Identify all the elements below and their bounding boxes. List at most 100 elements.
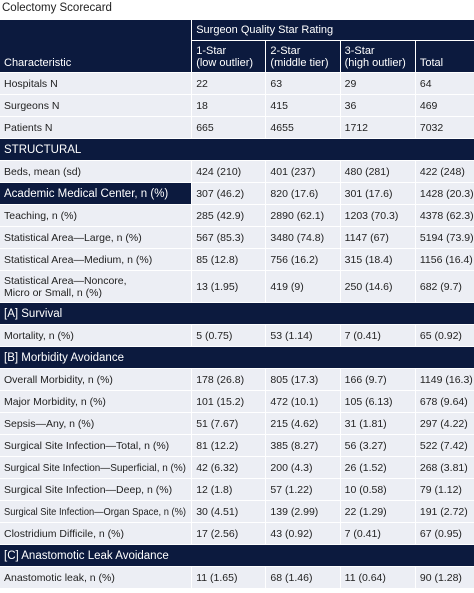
cell: 4655 — [266, 117, 340, 138]
cell: 307 (46.2) — [192, 183, 266, 204]
section-header: [A] Survival — [0, 303, 474, 324]
section-header: [B] Morbidity Avoidance — [0, 347, 474, 368]
column-name: 1-Star — [196, 45, 227, 57]
cell: 424 (210) — [192, 161, 266, 182]
cell: 42 (6.32) — [192, 457, 266, 478]
scorecard-table: Characteristic Surgeon Quality Star Ratin… — [0, 19, 474, 589]
column-name: 2-Star — [270, 45, 301, 57]
cell: 57 (1.22) — [266, 479, 340, 500]
row-label: Surgical Site Infection—Organ Space, n (… — [0, 501, 192, 522]
cell: 7032 — [415, 117, 474, 138]
cell: 1428 (20.3) — [415, 183, 474, 204]
cell: 12 (1.8) — [192, 479, 266, 500]
cell: 13 (1.95) — [192, 271, 266, 302]
row-label: Patients N — [0, 117, 192, 138]
cell: 22 — [192, 73, 266, 94]
cell: 105 (6.13) — [340, 391, 415, 412]
cell: 522 (7.42) — [415, 435, 474, 456]
cell: 11 (0.64) — [340, 567, 415, 588]
title: Colectomy Scorecard — [2, 2, 112, 14]
cell: 81 (12.2) — [192, 435, 266, 456]
table-body: Characteristic Surgeon Quality Star Ratin… — [0, 20, 474, 588]
section-row: STRUCTURAL — [0, 139, 474, 160]
cell: 678 (9.64) — [415, 391, 474, 412]
row-label-line: Statistical Area—Noncore, — [4, 274, 127, 287]
row-label: Statistical Area—Large, n (%) — [0, 227, 192, 248]
cell: 301 (17.6) — [340, 183, 415, 204]
section-header: STRUCTURAL — [0, 139, 474, 160]
cell: 1203 (70.3) — [340, 205, 415, 226]
data-row: Surgeons N 18 415 36 469 — [0, 95, 474, 116]
cell: 139 (2.99) — [266, 501, 340, 522]
data-row: Statistical Area—Medium, n (%) 85 (12.8) 7… — [0, 249, 474, 270]
row-label-text: Hospitals N — [4, 77, 58, 90]
section-row: [C] Anastomotic Leak Avoidance — [0, 545, 474, 566]
row-label-text: Statistical Area—Medium, n (%) — [4, 253, 153, 266]
cell: 191 (2.72) — [415, 501, 474, 522]
cell: 7 (0.41) — [340, 325, 415, 346]
cell: 215 (4.62) — [266, 413, 340, 434]
cell: 63 — [266, 73, 340, 94]
cell: 43 (0.92) — [266, 523, 340, 544]
data-row: Surgical Site Infection—Deep, n (%) 12 (1… — [0, 479, 474, 500]
row-label-text: Academic Medical Center, n (%) — [4, 187, 169, 200]
cell: 31 (1.81) — [340, 413, 415, 434]
cell: 11 (1.65) — [192, 567, 266, 588]
row-label: Surgical Site Infection—Deep, n (%) — [0, 479, 192, 500]
section-row: [A] Survival — [0, 303, 474, 324]
data-row: Surgical Site Infection—Organ Space, n (… — [0, 501, 474, 522]
data-row: Mortality, n (%) 5 (0.75) 53 (1.14) 7 (0.41… — [0, 325, 474, 346]
cell: 4378 (62.3) — [415, 205, 474, 226]
data-row: Clostridium Difficile, n (%) 17 (2.56) 43 … — [0, 523, 474, 544]
row-label-text: Surgical Site Infection—Organ Space, n (… — [4, 505, 186, 518]
data-row: Statistical Area—Large, n (%) 567 (85.3) 3… — [0, 227, 474, 248]
column-note: (low outlier) — [196, 57, 254, 69]
data-row: Sepsis—Any, n (%) 51 (7.67) 215 (4.62) 31 (… — [0, 413, 474, 434]
row-label-text: Clostridium Difficile, n (%) — [4, 527, 124, 540]
column-header: Total — [415, 41, 474, 72]
row-label: Major Morbidity, n (%) — [0, 391, 192, 412]
cell: 297 (4.22) — [415, 413, 474, 434]
cell: 10 (0.58) — [340, 479, 415, 500]
cell: 419 (9) — [266, 271, 340, 302]
cell: 422 (248) — [415, 161, 474, 182]
cell: 3480 (74.8) — [266, 227, 340, 248]
data-row: Major Morbidity, n (%) 101 (15.2) 472 (10.… — [0, 391, 474, 412]
row-label-text: Surgical Site Infection—Deep, n (%) — [4, 483, 173, 496]
table-wrap: Characteristic Surgeon Quality Star Ratin… — [0, 19, 474, 589]
cell: 17 (2.56) — [192, 523, 266, 544]
row-label-text: Surgical Site Infection—Total, n (%) — [4, 439, 170, 452]
cell: 285 (42.9) — [192, 205, 266, 226]
cell: 268 (3.81) — [415, 457, 474, 478]
cell: 480 (281) — [340, 161, 415, 182]
cell: 315 (18.4) — [340, 249, 415, 270]
column-note: (middle tier) — [270, 57, 329, 69]
cell: 401 (237) — [266, 161, 340, 182]
cell: 469 — [415, 95, 474, 116]
group-header: Surgeon Quality Star Rating — [192, 20, 474, 40]
cell: 18 — [192, 95, 266, 116]
cell: 67 (0.95) — [415, 523, 474, 544]
row-label: Beds, mean (sd) — [0, 161, 192, 182]
cell: 51 (7.67) — [192, 413, 266, 434]
cell: 29 — [340, 73, 415, 94]
cell: 805 (17.3) — [266, 369, 340, 390]
header-cell: Characteristic — [0, 20, 192, 72]
column-header: 3-Star (high outlier) — [340, 41, 415, 72]
cell: 682 (9.7) — [415, 271, 474, 302]
header-row: Characteristic Surgeon Quality Star Ratin… — [0, 20, 474, 72]
cell: 36 — [340, 95, 415, 116]
row-label: Surgeons N — [0, 95, 192, 116]
row-label-text: Beds, mean (sd) — [4, 165, 82, 178]
column-name: Total — [419, 57, 444, 69]
cell: 385 (8.27) — [266, 435, 340, 456]
cell: 26 (1.52) — [340, 457, 415, 478]
section-header: [C] Anastomotic Leak Avoidance — [0, 545, 474, 566]
cell: 1147 (67) — [340, 227, 415, 248]
cell: 5 (0.75) — [192, 325, 266, 346]
data-row: Statistical Area—Noncore, Micro or Small,… — [0, 271, 474, 302]
row-label: Anastomotic leak, n (%) — [0, 567, 192, 588]
cell: 250 (14.6) — [340, 271, 415, 302]
data-row: Overall Morbidity, n (%) 178 (26.8) 805 (1… — [0, 369, 474, 390]
